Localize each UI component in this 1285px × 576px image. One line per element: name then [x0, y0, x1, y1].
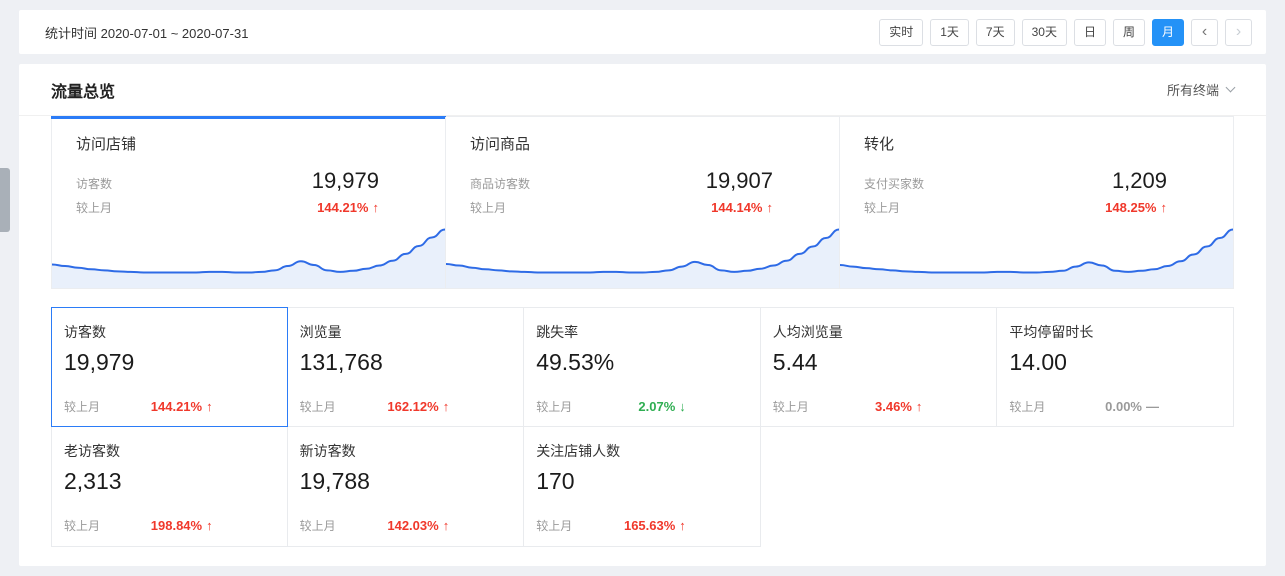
change-value: 198.84% ↑: [150, 518, 213, 533]
topbar: 统计时间 2020-07-01 ~ 2020-07-31 实时 1天 7天 30…: [19, 10, 1266, 54]
card-visit-shop[interactable]: 访问店铺 访客数 19,979 较上月 144.21% ↑: [51, 116, 446, 288]
tile-value: 170: [536, 468, 575, 494]
up-arrow-icon: ↑: [766, 200, 774, 215]
tile-label: 访客数: [64, 324, 106, 340]
traffic-overview-panel: 流量总览 所有终端 访问店铺 访客数 19,979 较上月 144.21% ↑ 访…: [19, 64, 1266, 566]
change-value: 142.03% ↑: [387, 518, 450, 533]
tile-visitors[interactable]: 访客数 19,979 较上月 144.21% ↑: [51, 307, 288, 427]
page-title: 流量总览: [51, 83, 116, 101]
change-value: 165.63% ↑: [623, 518, 686, 533]
card-visit-product[interactable]: 访问商品 商品访客数 19,907 较上月 144.14% ↑: [445, 117, 839, 288]
change-value: 144.14% ↑: [711, 200, 773, 215]
tile-label: 平均停留时长: [1009, 324, 1094, 340]
compare-label: 较上月: [536, 519, 573, 533]
tile-value: 2,313: [64, 468, 122, 494]
change-value: 3.46% ↑: [875, 399, 923, 414]
range-button-week[interactable]: 周: [1112, 18, 1145, 46]
tile-value: 49.53%: [536, 349, 615, 375]
sparkline-chart: [840, 224, 1233, 288]
up-arrow-icon: ↑: [442, 518, 450, 533]
change-value: 0.00% —: [1105, 399, 1159, 414]
compare-label: 较上月: [299, 400, 336, 414]
sparkline-chart: [52, 224, 445, 288]
change-value: 148.25% ↑: [1105, 200, 1167, 215]
range-button-month[interactable]: 月: [1151, 18, 1184, 46]
card-conversion[interactable]: 转化 支付买家数 1,209 较上月 148.25% ↑: [839, 117, 1233, 288]
card-title: 访问店铺: [76, 136, 137, 153]
card-title: 转化: [864, 136, 895, 153]
up-arrow-icon: ↑: [679, 518, 686, 533]
change-value: 144.21% ↑: [150, 399, 213, 414]
date-range-label: 统计时间 2020-07-01 ~ 2020-07-31: [45, 25, 249, 41]
compare-label: 较上月: [299, 519, 336, 533]
tile-returning-visitors[interactable]: 老访客数 2,313 较上月 198.84% ↑: [51, 427, 288, 547]
terminal-filter-dropdown[interactable]: 所有终端: [1166, 80, 1236, 99]
compare-label: 较上月: [864, 201, 901, 215]
compare-label: 较上月: [64, 519, 101, 533]
change-value: 162.12% ↑: [387, 399, 450, 414]
compare-label: 较上月: [76, 201, 113, 215]
up-arrow-icon: ↑: [372, 200, 380, 215]
summary-cards-row: 访问店铺 访客数 19,979 较上月 144.21% ↑ 访问商品 商品访客数 …: [51, 116, 1234, 289]
card-title: 访问商品: [470, 136, 531, 153]
metric-label: 支付买家数: [864, 177, 925, 191]
tile-new-visitors[interactable]: 新访客数 19,788 较上月 142.03% ↑: [287, 427, 525, 547]
tile-label: 人均浏览量: [772, 324, 843, 340]
prev-period-button[interactable]: ‹: [1191, 18, 1218, 46]
time-range-controls: 实时 1天 7天 30天 日 周 月 ‹ ›: [879, 18, 1252, 46]
tile-value: 5.44: [772, 349, 818, 375]
tile-shop-followers[interactable]: 关注店铺人数 170 较上月 165.63% ↑: [524, 427, 761, 547]
up-arrow-icon: ↑: [206, 399, 213, 414]
compare-label: 较上月: [536, 400, 573, 414]
up-arrow-icon: ↑: [206, 518, 213, 533]
up-arrow-icon: ↑: [442, 399, 450, 414]
tile-bounce-rate[interactable]: 跳失率 49.53% 较上月 2.07% ↓: [524, 307, 761, 427]
next-period-button[interactable]: ›: [1225, 18, 1252, 46]
tile-value: 19,979: [64, 349, 135, 375]
change-value: 2.07% ↓: [638, 399, 686, 414]
metric-value: 19,907: [705, 168, 773, 193]
up-arrow-icon: ↑: [1160, 200, 1168, 215]
compare-label: 较上月: [772, 400, 809, 414]
tile-value: 131,768: [299, 349, 383, 375]
compare-label: 较上月: [64, 400, 101, 414]
range-button-7day[interactable]: 7天: [975, 18, 1015, 46]
tile-value: 14.00: [1009, 349, 1067, 375]
tile-label: 关注店铺人数: [536, 443, 621, 459]
tile-label: 老访客数: [64, 443, 120, 459]
tile-label: 浏览量: [299, 324, 342, 340]
chevron-down-icon: [1225, 82, 1236, 93]
range-button-day[interactable]: 日: [1073, 18, 1106, 46]
side-drawer-handle[interactable]: [0, 168, 10, 232]
down-arrow-icon: ↓: [679, 399, 686, 414]
change-value: 144.21% ↑: [317, 200, 379, 215]
sparkline-chart: [446, 224, 839, 288]
tile-avg-pageviews[interactable]: 人均浏览量 5.44 较上月 3.46% ↑: [760, 307, 998, 427]
metric-value: 19,979: [311, 168, 379, 193]
tile-avg-stay-duration[interactable]: 平均停留时长 14.00 较上月 0.00% —: [997, 307, 1234, 427]
metric-tile-grid: 访客数 19,979 较上月 144.21% ↑ 浏览量 131,768 较上月 …: [51, 307, 1234, 547]
metric-label: 商品访客数: [470, 177, 531, 191]
metric-label: 访客数: [76, 177, 113, 191]
range-button-1day[interactable]: 1天: [930, 18, 969, 46]
range-button-30day[interactable]: 30天: [1021, 18, 1067, 46]
flat-dash-icon: —: [1146, 399, 1159, 414]
tile-label: 跳失率: [536, 324, 579, 340]
compare-label: 较上月: [1009, 400, 1046, 414]
range-button-realtime[interactable]: 实时: [879, 18, 924, 46]
terminal-filter-label: 所有终端: [1166, 83, 1219, 98]
tile-pageviews[interactable]: 浏览量 131,768 较上月 162.12% ↑: [287, 307, 525, 427]
tile-value: 19,788: [299, 468, 370, 494]
tile-label: 新访客数: [299, 443, 356, 459]
compare-label: 较上月: [470, 201, 507, 215]
metric-value: 1,209: [1111, 168, 1167, 193]
panel-header: 流量总览 所有终端: [19, 64, 1266, 116]
up-arrow-icon: ↑: [915, 399, 923, 414]
